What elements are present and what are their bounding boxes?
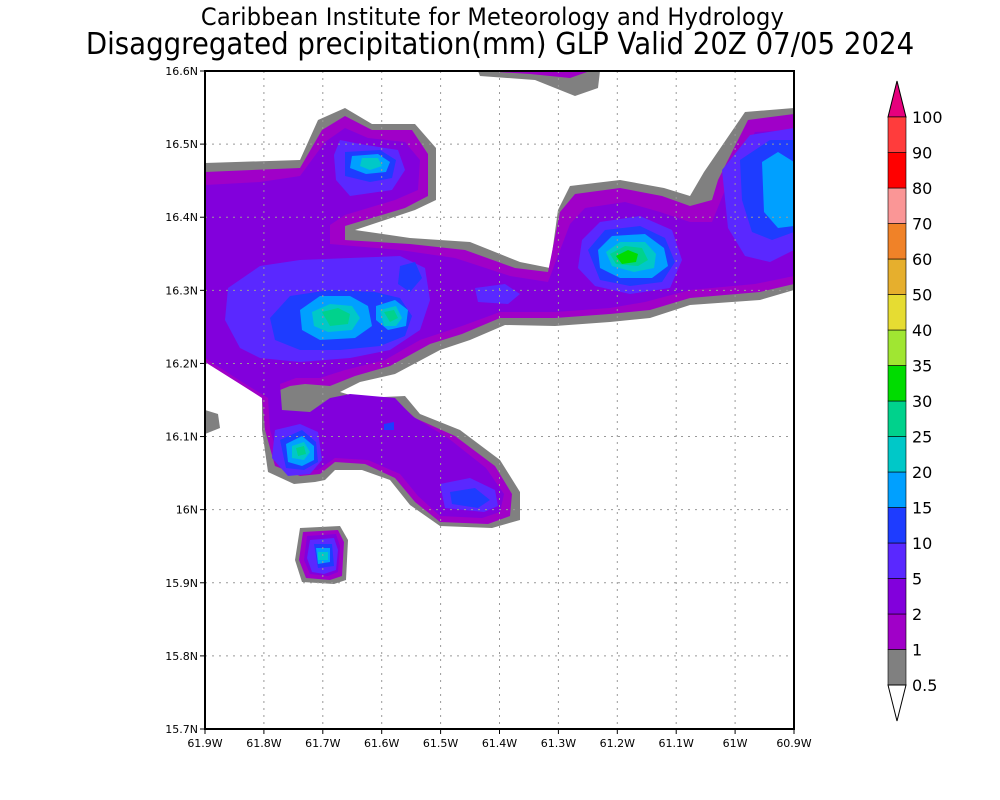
lon-tick-label: 61.1W <box>659 737 694 750</box>
colorbar-swatch <box>887 258 907 295</box>
colorbar-level-label: 5 <box>912 570 922 589</box>
lon-tick-label: 61.7W <box>305 737 340 750</box>
lat-tick-label: 15.9N <box>165 577 198 590</box>
lat-tick-label: 16.1N <box>165 431 198 444</box>
colorbar-swatch <box>887 578 907 615</box>
precip-level-25 <box>296 246 648 456</box>
colorbar-swatch <box>887 613 907 650</box>
colorbar-level-label: 1 <box>912 641 922 660</box>
colorbar-level-label: 35 <box>912 357 932 376</box>
colorbar-swatch <box>887 329 907 366</box>
colorbar-swatch <box>887 507 907 544</box>
lon-tick-label: 61.2W <box>600 737 635 750</box>
lat-tick-label: 16.4N <box>165 211 198 224</box>
lon-tick-label: 61.5W <box>423 737 458 750</box>
colorbar-level-label: 70 <box>912 215 932 234</box>
lat-tick-label: 15.7N <box>165 723 198 736</box>
colorbar-level-label: 80 <box>912 179 932 198</box>
colorbar-level-label: 25 <box>912 428 932 447</box>
map-grid <box>205 71 794 729</box>
colorbar-level-label: 0.5 <box>912 676 937 695</box>
colorbar-level-label: 30 <box>912 392 932 411</box>
colorbar-swatch <box>887 116 907 153</box>
lat-tick-label: 16.6N <box>165 65 198 78</box>
lon-tick-label: 61.8W <box>246 737 281 750</box>
colorbar-swatch <box>887 400 907 437</box>
colorbar-level-label: 15 <box>912 499 932 518</box>
title-line-1: Caribbean Institute for Meteorology and … <box>200 3 785 31</box>
colorbar-level-label: 20 <box>912 463 932 482</box>
colorbar-bottom-arrow <box>887 684 907 722</box>
lon-tick-label: 60.9W <box>776 737 811 750</box>
colorbar-level-label: 10 <box>912 534 932 553</box>
lon-tick-label: 61.4W <box>482 737 517 750</box>
colorbar-level-label: 90 <box>912 144 932 163</box>
colorbar-top-arrow <box>887 80 907 118</box>
lat-tick-label: 16.2N <box>165 357 198 370</box>
colorbar-swatch <box>887 187 907 224</box>
colorbar-swatch <box>887 436 907 473</box>
lat-tick-label: 15.8N <box>165 650 198 663</box>
lat-tick-label: 16N <box>176 504 198 517</box>
precip-level-30 <box>616 250 638 264</box>
colorbar-level-label: 40 <box>912 321 932 340</box>
lat-tick-label: 16.3N <box>165 284 198 297</box>
colorbar-swatch <box>887 294 907 331</box>
colorbar-level-label: 50 <box>912 286 932 305</box>
colorbar-swatch <box>887 223 907 260</box>
axis-ticks: 61.9W 61.8W 61.7W 61.6W 61.5W 61.4W 61.3W 61.2W… <box>165 65 812 750</box>
colorbar-level-label: 2 <box>912 605 922 624</box>
colorbar-swatch <box>887 365 907 402</box>
lon-tick-label: 61.6W <box>364 737 399 750</box>
colorbar-swatch <box>887 649 907 686</box>
precipitation-field <box>205 71 794 584</box>
lat-tick-label: 16.5N <box>165 138 198 151</box>
lon-tick-label: 61.3W <box>541 737 576 750</box>
colorbar-swatch <box>887 471 907 508</box>
title-line-2: Disaggregated precipitation(mm) GLP Vali… <box>85 27 915 62</box>
lon-tick-label: 61W <box>723 737 748 750</box>
colorbar-level-label: 60 <box>912 250 932 269</box>
colorbar-swatch <box>887 152 907 189</box>
colorbar-level-label: 100 <box>912 108 943 127</box>
lon-tick-label: 61.9W <box>187 737 222 750</box>
colorbar-swatch <box>887 542 907 579</box>
